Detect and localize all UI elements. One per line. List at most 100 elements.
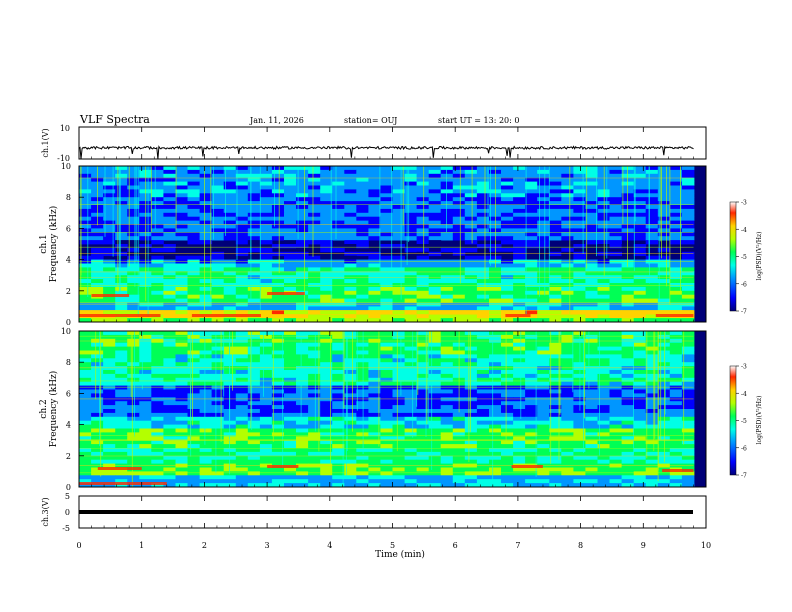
spectrogram-cell	[597, 267, 610, 272]
spectrogram-cell	[501, 331, 514, 336]
spectrogram-cell	[464, 173, 478, 179]
spectrogram-cell	[175, 362, 188, 367]
spectrogram-cell	[549, 451, 562, 457]
spectrogram-cell	[211, 424, 225, 429]
spectrogram-cell	[537, 306, 550, 311]
spectrogram-cell	[681, 302, 695, 307]
spectrogram-cell	[380, 459, 393, 464]
spectrogram-cell	[609, 467, 622, 472]
spectrogram-cell	[223, 232, 237, 237]
spectrogram-cell	[163, 444, 176, 449]
spectrogram-cell	[464, 358, 478, 363]
spectrogram-cell	[573, 424, 586, 429]
spectrogram-cell	[332, 362, 345, 367]
spectrogram-cell	[103, 201, 116, 206]
spectrogram-cell	[296, 228, 309, 233]
spectrogram-cell	[392, 166, 405, 171]
spectrogram-cell	[308, 393, 321, 398]
spectrogram-cell	[621, 401, 635, 406]
spectrogram-cell	[79, 201, 92, 206]
spectrogram-cell	[187, 306, 200, 311]
spectrogram-cell	[681, 389, 695, 394]
spectrogram-cell	[308, 455, 321, 461]
spectrogram-cell	[344, 350, 357, 355]
spectrogram-cell	[308, 193, 321, 198]
spectrogram-cell	[284, 224, 297, 229]
spectrogram-cell	[489, 306, 502, 311]
spectrogram-cell	[175, 193, 188, 198]
spectrogram-cell	[163, 306, 176, 311]
spectrogram-cell	[452, 479, 466, 484]
spectrogram-cell	[681, 342, 695, 347]
spectrogram-cell	[247, 271, 261, 276]
spectrogram-cell	[392, 483, 405, 488]
spectrogram-cell	[476, 451, 490, 457]
spectrogram-cell	[561, 331, 574, 336]
spectrogram-cell	[296, 271, 309, 276]
spectrogram-cell	[308, 424, 321, 429]
spectrogram-cell	[223, 197, 237, 202]
spectrogram-cell	[175, 263, 188, 268]
spectrogram-cell	[187, 208, 200, 214]
spectrogram-cell	[344, 377, 357, 383]
spectrogram-cell	[271, 314, 285, 319]
spectrogram-cell	[320, 197, 333, 202]
spectrogram-cell	[416, 169, 430, 175]
spectrogram-cell	[501, 377, 514, 383]
spectrogram-cell	[211, 405, 225, 410]
spectrogram-cell	[271, 366, 285, 371]
spectrogram-cell	[476, 346, 490, 351]
x-tick-label: 8	[578, 541, 583, 550]
ch3-waveform-ylabel: ch.3(V)	[41, 497, 50, 526]
spectrogram-cell	[308, 169, 321, 175]
spectrogram-cell	[344, 424, 357, 429]
spectrogram-cell	[115, 267, 128, 272]
spectrogram-cell	[416, 236, 430, 241]
spectrogram-cell	[416, 201, 430, 206]
spectrogram-cell	[223, 201, 237, 206]
spectrogram-cell	[115, 471, 128, 476]
intense-band	[662, 469, 694, 472]
spectrogram-cell	[609, 294, 622, 299]
spectrogram-cell	[139, 436, 152, 441]
spectrogram-cell	[404, 420, 418, 425]
spectrogram-cell	[513, 263, 526, 268]
spectrogram-cell	[573, 255, 586, 260]
spectrogram-cell	[513, 467, 526, 472]
spectrogram-cell	[440, 181, 454, 186]
spectrogram-cell	[501, 271, 514, 276]
spectrogram-cell	[259, 279, 273, 284]
spectrogram-cell	[392, 436, 405, 441]
spectrogram-cell	[525, 244, 538, 249]
spectrogram-cell	[296, 424, 309, 429]
spectrogram-cell	[537, 314, 550, 319]
spectrogram-cell	[513, 432, 526, 437]
spectrogram-cell	[525, 290, 538, 296]
spectrogram-cell	[428, 201, 442, 206]
spectrogram-cell	[103, 346, 116, 351]
spectrogram-cell	[127, 220, 140, 225]
spectrogram-cell	[464, 397, 478, 402]
spectrogram-cell	[163, 302, 176, 307]
spectrogram-cell	[344, 240, 357, 245]
spectrogram-cell	[561, 358, 574, 363]
spectrogram-cell	[115, 251, 128, 257]
spectrogram-cell	[428, 302, 442, 307]
spectrogram-cell	[235, 259, 249, 264]
spectrogram-cell	[187, 389, 200, 394]
spectrogram-cell	[79, 267, 92, 272]
spectrogram-cell	[392, 381, 405, 386]
spectrogram-cell	[537, 405, 550, 410]
spectrogram-cell	[681, 370, 695, 375]
spectrogram-cell	[416, 290, 430, 296]
spectrogram-cell	[259, 306, 273, 311]
spectrogram-cell	[645, 334, 659, 340]
spectrogram-cell	[103, 251, 116, 257]
spectrogram-cell	[308, 475, 321, 480]
spectrogram-cell	[585, 318, 598, 323]
spectrogram-cell	[284, 169, 297, 175]
spectrogram-cell	[380, 177, 393, 182]
spectrogram-cell	[187, 185, 200, 190]
spectrogram-cell	[151, 290, 164, 296]
spectrogram-cell	[476, 448, 490, 453]
